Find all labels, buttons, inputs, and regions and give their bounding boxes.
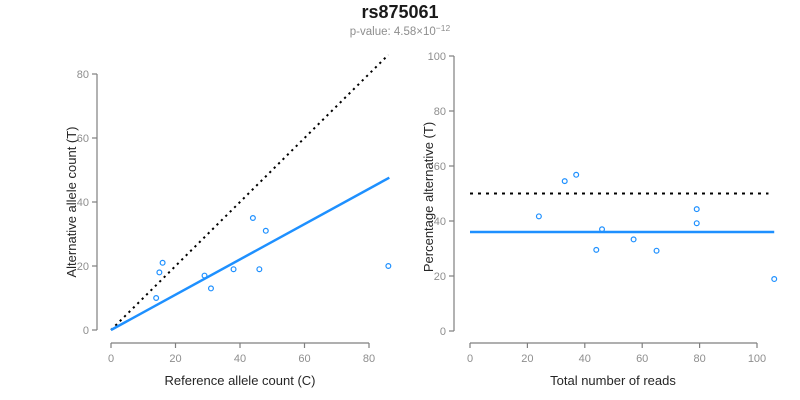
y-tick-label: 60 (77, 133, 89, 145)
data-point (256, 266, 263, 273)
data-point (693, 206, 700, 213)
y-tick-label: 0 (440, 326, 446, 338)
data-point (573, 171, 580, 178)
x-tick-label: 60 (636, 353, 648, 365)
data-point (159, 259, 166, 266)
y-tick-label: 20 (434, 271, 446, 283)
data-point (207, 285, 214, 292)
data-point (249, 215, 256, 222)
p-value-text: p-value: 4.58×10 (350, 26, 436, 38)
data-point (653, 247, 660, 254)
x-tick-label: 80 (363, 353, 375, 365)
p-value-label: p-value: 4.58×10−12 (350, 23, 451, 38)
data-point (599, 226, 606, 233)
x-tick-label: 20 (169, 353, 181, 365)
x-tick-label: 0 (467, 353, 473, 365)
data-point (385, 263, 392, 270)
data-point (156, 269, 163, 276)
plot-title: rs875061 (361, 2, 438, 22)
right-y-axis-title: Percentage alternative (T) (421, 122, 436, 272)
data-point (771, 276, 778, 283)
right-x-axis-title: Total number of reads (550, 373, 676, 388)
y-tick-label: 0 (83, 325, 89, 337)
y-tick-label: 60 (434, 161, 446, 173)
y-tick-label: 40 (434, 216, 446, 228)
y-tick-label: 20 (77, 261, 89, 273)
data-point (630, 236, 637, 243)
data-point (153, 295, 160, 302)
data-point (561, 178, 568, 185)
y-tick-label: 100 (428, 51, 446, 63)
data-point (693, 220, 700, 227)
left-y-axis-title: Alternative allele count (T) (64, 126, 79, 277)
x-tick-label: 80 (693, 353, 705, 365)
y-tick-label: 40 (77, 197, 89, 209)
y-tick-label: 80 (77, 69, 89, 81)
data-point (230, 266, 237, 273)
data-point (535, 213, 542, 220)
x-tick-label: 40 (234, 353, 246, 365)
data-point (262, 227, 269, 234)
left-scatter-plot: 0 20 40 60 80 0 20 40 60 80 (77, 54, 392, 365)
fit-line (110, 176, 390, 332)
x-tick-label: 100 (748, 353, 766, 365)
y-tick-label: 80 (434, 106, 446, 118)
x-tick-label: 40 (579, 353, 591, 365)
p-value-exponent: −12 (436, 23, 451, 33)
x-tick-label: 60 (298, 353, 310, 365)
identity-line (110, 54, 390, 331)
right-scatter-plot: 0 20 40 60 80 100 0 20 40 60 80 100 (428, 51, 778, 365)
left-x-axis-title: Reference allele count (C) (164, 373, 315, 388)
data-point (593, 246, 600, 253)
x-tick-label: 0 (108, 353, 114, 365)
x-tick-label: 20 (521, 353, 533, 365)
data-point (201, 272, 208, 279)
